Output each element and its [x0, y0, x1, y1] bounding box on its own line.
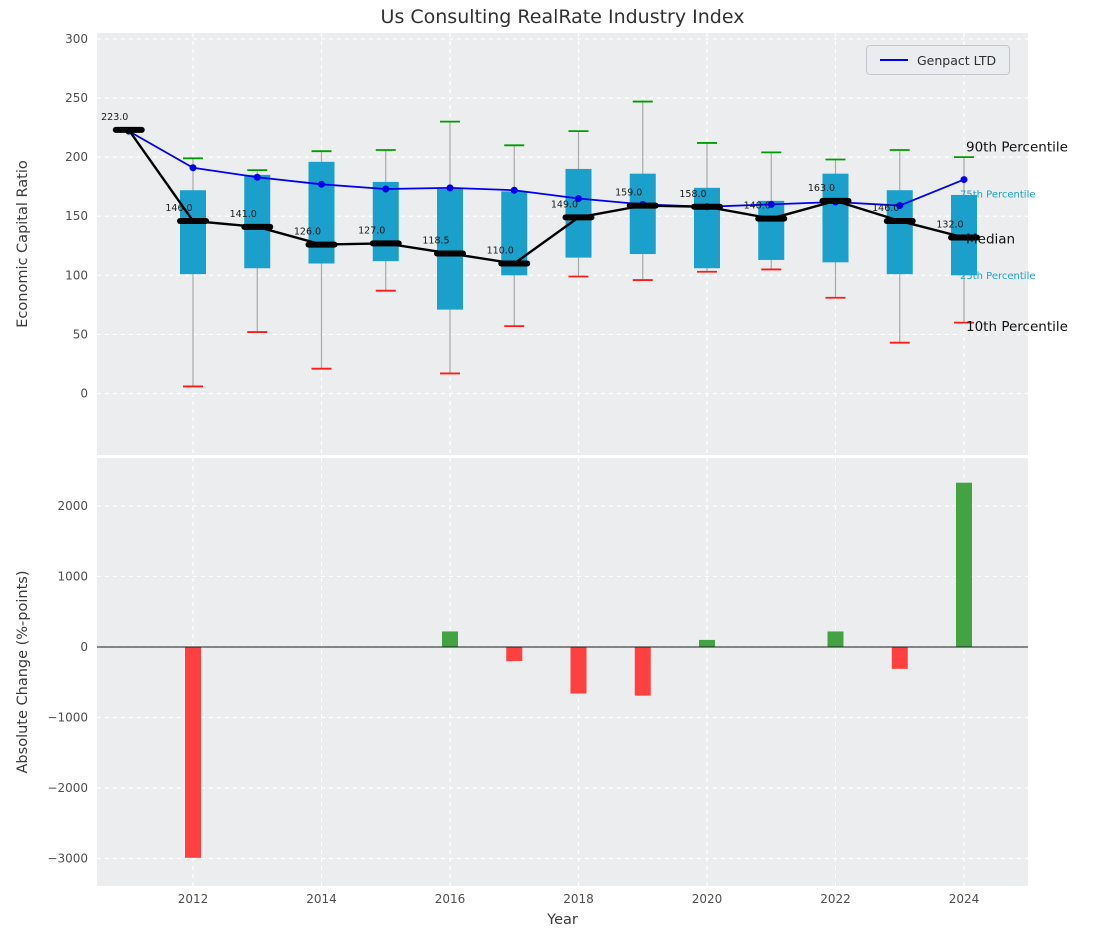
iqr-box-2012 [180, 190, 206, 275]
genpact-line-swatch [880, 59, 908, 61]
median-value-label: 132.0 [936, 219, 963, 230]
genpact-point-2017 [510, 186, 518, 194]
iqr-box-2018 [565, 168, 592, 258]
genpact-point-2013 [253, 173, 261, 181]
genpact-point-2016 [446, 184, 454, 192]
median-value-label: 110.0 [487, 246, 514, 257]
tick-label: 50 [73, 327, 88, 341]
median-value-label: 223.0 [101, 112, 128, 123]
ylabel-bottom: Absolute Change (%-points) [15, 570, 31, 774]
tick-label: 1000 [57, 569, 88, 583]
median-value-label: 148.0 [744, 201, 771, 212]
tick-label: 2000 [57, 499, 88, 513]
genpact-point-2018 [575, 194, 582, 202]
tick-label: 250 [65, 91, 88, 105]
median-value-label: 146.0 [872, 203, 899, 214]
legend: Genpact LTD [866, 45, 1011, 75]
median-value-label: 141.0 [230, 209, 257, 220]
change-bar-2020 [699, 639, 715, 647]
iqr-box-2016 [437, 189, 463, 310]
genpact-point-2023 [896, 202, 904, 210]
iqr-box-2022 [822, 173, 849, 263]
change-bar-2024 [956, 482, 972, 647]
change-bar-2022 [827, 631, 844, 647]
percentile-25-label: 25th Percentile [960, 271, 1036, 282]
percentile-75-label: 75th Percentile [960, 190, 1036, 201]
median-value-label: 149.0 [551, 199, 578, 210]
change-bar-2019 [634, 646, 651, 696]
tick-label: 150 [65, 209, 88, 223]
change-bar-2023 [891, 646, 908, 669]
iqr-box-2013 [244, 174, 271, 269]
tick-label: 0 [80, 387, 88, 401]
tick-label: 2012 [178, 892, 209, 906]
tick-label: 2014 [306, 892, 337, 906]
ylabel-top: Economic Capital Ratio [15, 160, 31, 328]
iqr-box-2015 [372, 181, 399, 262]
tick-label: 300 [65, 32, 88, 46]
tick-label: 200 [65, 150, 88, 164]
tick-label: 0 [80, 640, 88, 654]
genpact-point-2014 [318, 180, 325, 188]
median-value-label: 146.0 [165, 203, 192, 214]
percentile-10-label: 10th Percentile [966, 319, 1068, 335]
tick-label: −2000 [47, 781, 88, 795]
tick-label: −3000 [47, 852, 88, 866]
tick-label: 2020 [692, 892, 723, 906]
median-value-label: 158.0 [679, 189, 706, 200]
iqr-box-2014 [308, 161, 335, 264]
median-label: Median [966, 232, 1015, 248]
tick-label: 2022 [820, 892, 851, 906]
change-bar-2016 [442, 631, 458, 647]
tick-label: 2018 [563, 892, 594, 906]
iqr-box-2021 [758, 200, 785, 260]
chart-title: Us Consulting RealRate Industry Index [380, 6, 745, 28]
tick-label: −1000 [47, 710, 88, 724]
median-value-label: 118.5 [422, 235, 449, 246]
genpact-point-2024 [960, 176, 968, 184]
change-bar-2012 [185, 646, 201, 858]
tick-label: 2016 [435, 892, 466, 906]
bottom-panel-bg [97, 458, 1028, 886]
genpact-point-2015 [382, 185, 390, 193]
tick-label: 100 [65, 268, 88, 282]
median-value-label: 127.0 [358, 225, 385, 236]
percentile-90-label: 90th Percentile [966, 139, 1068, 155]
tick-label: 2024 [949, 892, 980, 906]
median-value-label: 163.0 [808, 183, 835, 194]
change-bar-2018 [570, 646, 587, 694]
median-value-label: 126.0 [294, 227, 321, 238]
iqr-box-2020 [694, 187, 720, 269]
genpact-point-2021 [767, 200, 775, 208]
change-bar-2017 [506, 646, 523, 662]
legend-label: Genpact LTD [917, 52, 997, 68]
iqr-box-2019 [629, 173, 656, 255]
genpact-point-2012 [189, 164, 197, 172]
xlabel: Year [547, 912, 578, 928]
median-value-label: 159.0 [615, 188, 642, 199]
